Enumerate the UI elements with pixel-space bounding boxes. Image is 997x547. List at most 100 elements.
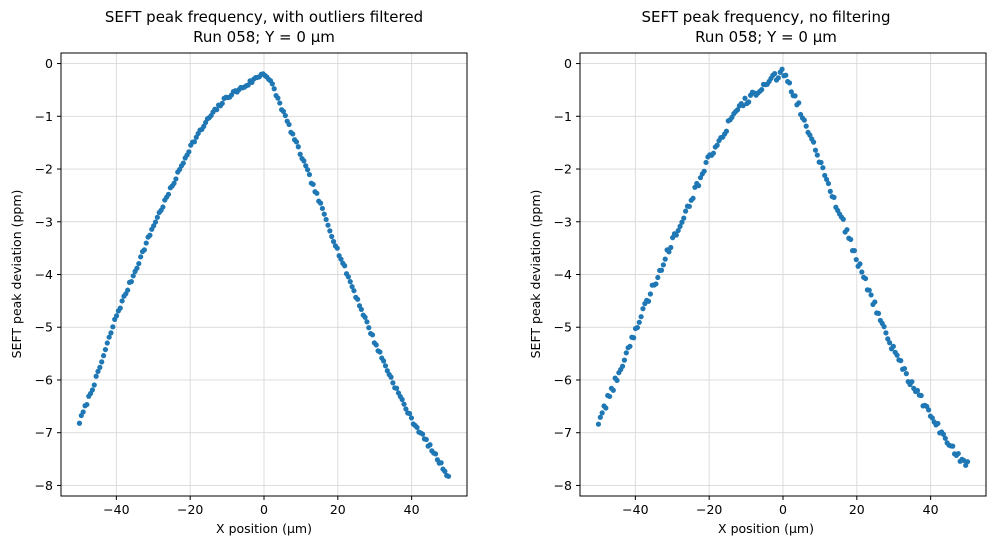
data-point	[423, 436, 429, 443]
data-point	[104, 340, 110, 346]
data-point	[894, 352, 900, 358]
data-point	[325, 222, 331, 228]
data-point	[330, 238, 337, 245]
data-point	[597, 414, 603, 420]
data-point	[638, 314, 644, 320]
data-point	[929, 415, 935, 421]
data-point	[407, 410, 413, 417]
data-point	[887, 340, 893, 346]
data-point	[342, 263, 348, 269]
chart-subtitle: Run 058; Y = 0 µm	[193, 28, 335, 46]
data-point	[80, 409, 86, 415]
data-point	[327, 228, 333, 234]
data-point	[903, 371, 909, 377]
data-point	[171, 180, 177, 186]
x-tick-label: 20	[330, 502, 346, 517]
data-point	[147, 232, 153, 238]
data-point	[102, 346, 109, 353]
data-point	[647, 291, 653, 297]
y-axis-label: SEFT peak deviation (ppm)	[528, 190, 543, 359]
data-point	[655, 274, 661, 281]
x-tick-label: 20	[849, 502, 865, 517]
data-point	[675, 227, 681, 234]
data-point	[857, 261, 863, 267]
chart-title: SEFT peak frequency, no filtering	[641, 8, 890, 26]
chart-panel-left: SEFT peak frequency, with outliers filte…	[9, 8, 468, 536]
data-point	[143, 240, 149, 246]
data-point	[796, 100, 802, 106]
data-point	[820, 165, 826, 171]
data-point	[935, 420, 941, 427]
data-point	[351, 288, 357, 294]
y-tick-label: −7	[554, 425, 572, 440]
data-point	[662, 256, 668, 262]
data-point	[160, 204, 166, 210]
data-point	[599, 410, 605, 416]
data-point	[293, 139, 300, 145]
data-point	[621, 357, 628, 363]
data-point	[349, 284, 355, 290]
data-point	[640, 306, 646, 312]
data-point	[827, 188, 833, 194]
x-axis-label: X position (µm)	[718, 521, 814, 536]
data-point	[742, 95, 748, 101]
data-point	[173, 176, 179, 182]
data-point	[390, 380, 396, 386]
data-point	[881, 324, 887, 330]
y-tick-label: −6	[554, 372, 572, 387]
data-point	[851, 248, 858, 254]
data-point	[875, 310, 882, 317]
y-tick-label: −1	[35, 109, 53, 124]
data-point	[125, 287, 131, 293]
data-point	[772, 71, 778, 77]
data-point	[848, 236, 854, 243]
data-point	[295, 144, 301, 150]
data-point	[128, 279, 134, 285]
data-point	[394, 385, 400, 391]
x-tick-label: 0	[779, 502, 787, 517]
data-point	[872, 299, 878, 305]
y-tick-label: −7	[35, 425, 53, 440]
data-point	[130, 273, 136, 279]
x-tick-label: −40	[103, 502, 129, 517]
data-point	[134, 265, 140, 271]
chart-subtitle: Run 058; Y = 0 µm	[695, 28, 837, 46]
data-point	[141, 247, 147, 253]
data-point	[310, 181, 316, 187]
x-tick-label: −20	[177, 502, 203, 517]
data-point	[382, 363, 389, 369]
data-point	[690, 195, 696, 201]
data-point	[99, 359, 105, 365]
data-point	[940, 431, 947, 437]
data-point	[653, 281, 659, 287]
y-tick-label: 0	[564, 56, 572, 71]
data-point	[844, 227, 850, 233]
x-axis-label: X position (µm)	[216, 521, 312, 536]
y-tick-label: −3	[35, 214, 53, 229]
data-point	[306, 171, 313, 178]
data-point	[670, 235, 676, 241]
data-point	[301, 158, 307, 164]
data-point	[186, 149, 192, 155]
chart-title: SEFT peak frequency, with outliers filte…	[105, 8, 423, 26]
data-point	[779, 66, 785, 72]
data-point	[358, 306, 364, 313]
data-point	[823, 176, 830, 183]
data-point	[660, 262, 666, 268]
data-point	[885, 336, 891, 342]
data-point	[898, 358, 904, 364]
data-point	[401, 401, 407, 407]
data-point	[373, 342, 379, 348]
x-tick-label: 0	[260, 502, 268, 517]
data-point	[364, 319, 370, 325]
data-point	[775, 75, 781, 81]
data-point	[901, 365, 908, 372]
data-point	[673, 232, 679, 238]
data-point	[603, 405, 609, 411]
data-point	[277, 100, 283, 106]
data-point	[338, 256, 344, 262]
data-point	[84, 401, 90, 408]
data-point	[334, 245, 340, 251]
data-point	[686, 203, 692, 210]
